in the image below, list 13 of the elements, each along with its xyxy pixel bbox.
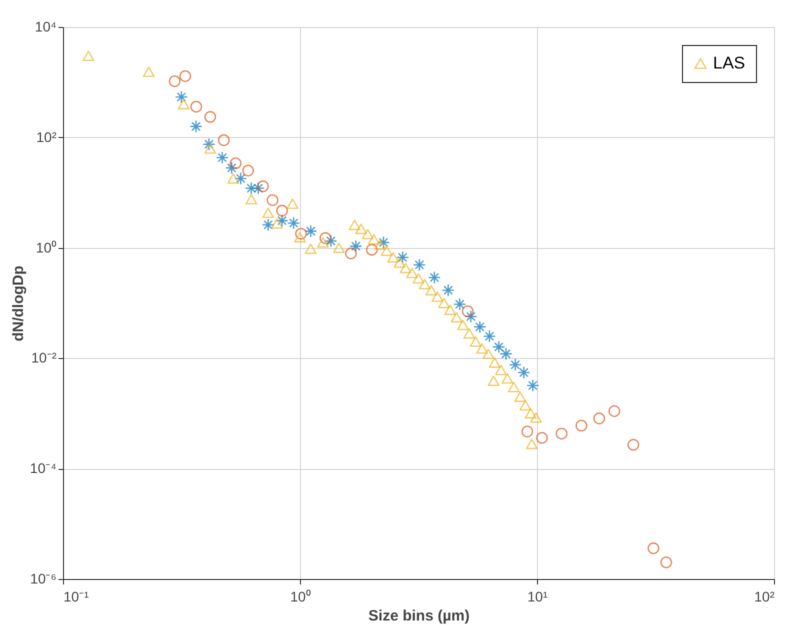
x-tick-label: 10² bbox=[754, 588, 775, 604]
x-tick-label: 10¹ bbox=[527, 588, 548, 604]
y-axis-title: dN/dlogDp bbox=[10, 266, 27, 342]
y-tick-label: 10⁻⁶ bbox=[30, 570, 56, 586]
y-tick-label: 10⁰ bbox=[36, 239, 56, 256]
y-tick-label: 10² bbox=[36, 128, 57, 145]
x-tick-label: 10⁰ bbox=[290, 588, 311, 604]
legend-label: LAS bbox=[713, 54, 746, 72]
y-tick-label: 10⁴ bbox=[34, 18, 56, 34]
x-tick-label: 10⁻¹ bbox=[64, 588, 90, 604]
y-tick-label: 10⁻⁴ bbox=[30, 460, 56, 476]
x-axis-title: Size bins (µm) bbox=[368, 608, 470, 624]
y-tick-label: 10⁻² bbox=[31, 350, 57, 366]
